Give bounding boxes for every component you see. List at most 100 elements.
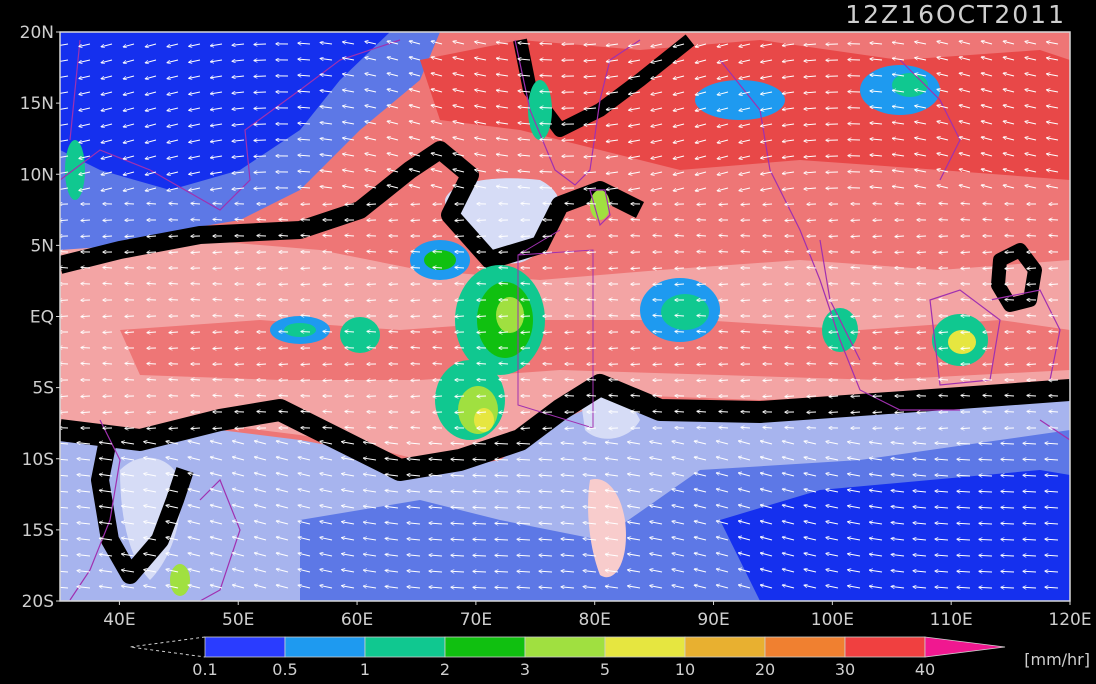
wind-arrow <box>961 252 970 253</box>
wind-arrow <box>323 331 332 332</box>
wind-arrow <box>697 331 706 332</box>
wind-arrow <box>1001 571 1014 572</box>
wind-arrow <box>169 203 178 204</box>
wind-arrow <box>213 219 222 220</box>
wind-arrow <box>345 331 354 332</box>
wind-arrow <box>495 523 508 524</box>
wind-arrow <box>367 347 376 348</box>
lon-label: 60E <box>341 610 373 630</box>
wind-arrow <box>719 380 728 381</box>
wind-arrow <box>433 316 442 317</box>
lat-label: EQ <box>30 308 54 328</box>
wind-arrow <box>1001 459 1014 460</box>
wind-arrow <box>543 379 552 380</box>
wind-arrow <box>1005 268 1014 269</box>
wind-arrow <box>367 380 376 381</box>
wind-arrow <box>543 236 552 237</box>
wind-arrow <box>213 348 222 349</box>
wind-arrow <box>345 251 354 252</box>
wind-arrow <box>653 235 662 236</box>
wind-arrow <box>697 284 706 285</box>
wind-arrow <box>1005 219 1014 220</box>
wind-arrow <box>609 268 618 269</box>
wind-arrow <box>1001 507 1014 508</box>
wind-arrow <box>411 267 420 268</box>
wind-arrow <box>939 348 948 349</box>
wind-arrow <box>785 220 794 221</box>
wind-arrow <box>741 380 750 381</box>
wind-arrow <box>235 315 244 316</box>
wind-arrow <box>323 411 332 412</box>
wind-arrow <box>473 523 486 524</box>
wind-arrow <box>741 427 750 428</box>
wind-arrow <box>254 140 266 141</box>
wind-arrow <box>477 316 486 317</box>
wind-arrow <box>499 412 508 413</box>
wind-arrow <box>917 203 926 204</box>
wind-arrow <box>257 315 266 316</box>
wind-arrow <box>1027 268 1036 269</box>
colorbar-tick-label: 30 <box>835 660 855 679</box>
wind-arrow <box>631 348 640 349</box>
wind-arrow <box>939 203 948 204</box>
wind-arrow <box>609 299 618 300</box>
wind-arrow <box>147 283 156 284</box>
wind-arrow <box>979 507 992 508</box>
wind-arrow <box>389 251 398 252</box>
wind-arrow <box>147 428 156 429</box>
wind-arrow <box>631 219 640 220</box>
wind-arrow <box>543 299 552 300</box>
wind-arrow <box>345 427 354 428</box>
wind-arrow <box>1049 364 1058 365</box>
wind-arrow <box>961 348 970 349</box>
wind-arrow <box>367 284 376 285</box>
colorbar-bin <box>285 637 365 657</box>
wind-arrow <box>1027 395 1036 396</box>
wind-arrow <box>279 411 288 412</box>
wind-arrow <box>543 332 552 333</box>
wind-arrow <box>741 347 750 348</box>
wind-arrow <box>191 379 200 380</box>
lon-label: 120E <box>1048 610 1091 630</box>
lat-label: 10N <box>20 165 54 185</box>
colorbar-bin <box>525 637 605 657</box>
colorbar-over-arrow <box>925 637 1005 657</box>
wind-arrow <box>983 348 992 349</box>
wind-arrow <box>895 379 904 380</box>
wind-arrow <box>103 236 112 237</box>
wind-arrow <box>213 203 222 204</box>
wind-arrow <box>675 268 684 269</box>
wind-arrow <box>979 523 992 524</box>
wind-arrow <box>125 332 134 333</box>
wind-arrow <box>455 396 464 397</box>
colorbar-under-arrow <box>130 637 205 657</box>
wind-arrow <box>345 380 354 381</box>
wind-arrow <box>939 252 948 253</box>
wind-arrow <box>521 379 530 380</box>
wind-arrow <box>455 363 464 364</box>
wind-arrow <box>609 252 618 253</box>
wind-arrow <box>473 587 486 588</box>
wind-arrow <box>1049 284 1058 285</box>
wind-arrow <box>455 316 464 317</box>
wind-arrow <box>495 491 508 492</box>
wind-arrow <box>829 412 838 413</box>
wind-arrow <box>103 412 112 413</box>
wind-arrow <box>961 203 970 204</box>
wind-arrow <box>279 315 288 316</box>
wind-arrow <box>851 412 860 413</box>
wind-arrow <box>147 412 156 413</box>
wind-arrow <box>565 428 574 429</box>
lat-label: 15S <box>22 521 54 541</box>
wind-arrow <box>675 364 684 365</box>
wind-arrow <box>979 587 992 588</box>
colorbar-bin <box>765 637 845 657</box>
wind-arrow <box>741 204 750 205</box>
wind-arrow <box>873 236 882 237</box>
wind-arrow <box>961 219 970 220</box>
wind-arrow <box>81 396 90 397</box>
wind-arrow <box>785 204 794 205</box>
wind-arrow <box>389 380 398 381</box>
wind-arrow <box>873 332 882 333</box>
wind-arrow <box>495 555 508 556</box>
